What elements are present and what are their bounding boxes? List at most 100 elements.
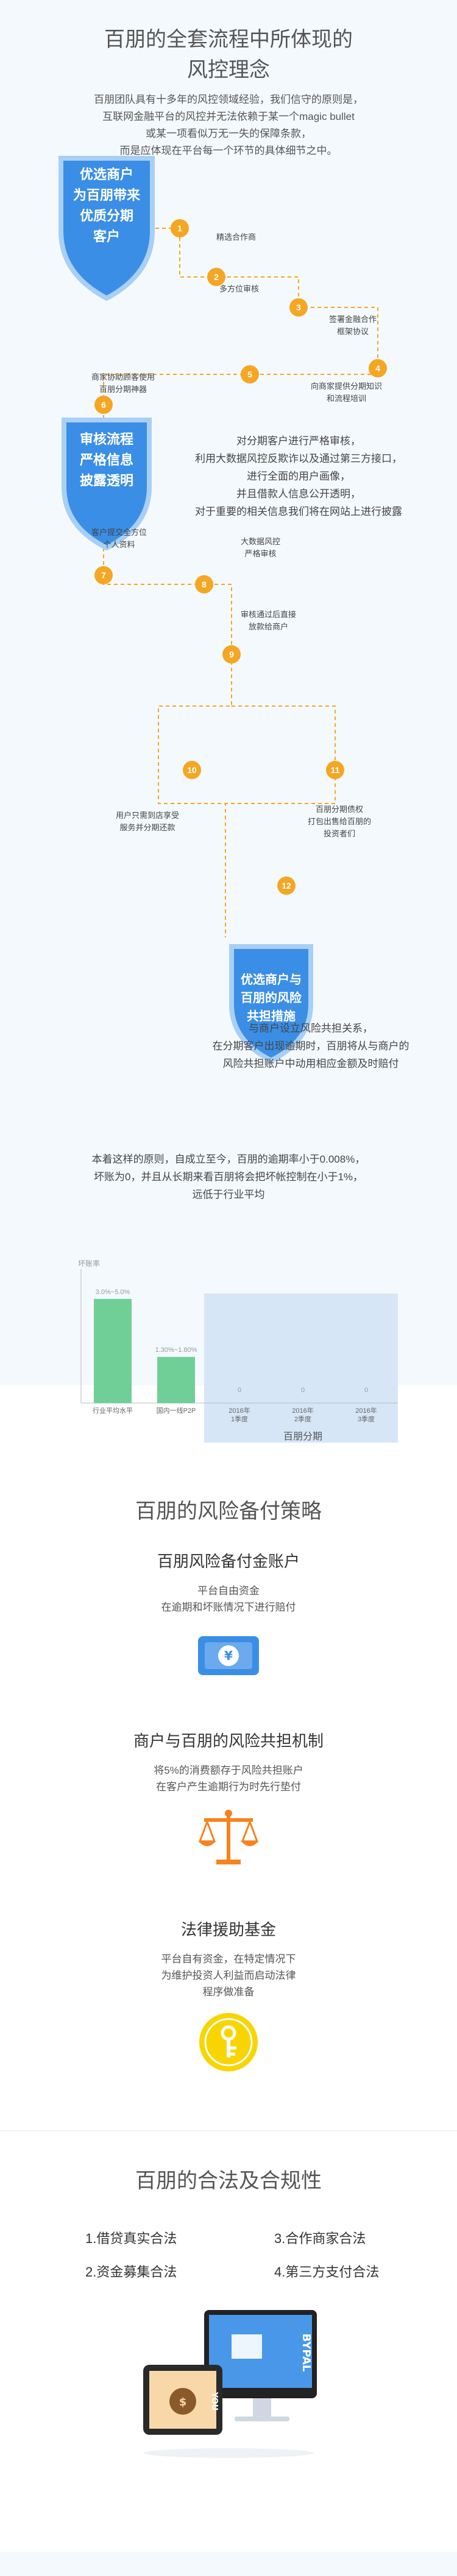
title-line-1: 百朋的全套流程中所体现的 xyxy=(104,28,353,51)
step-label: 商家协助顾客使用 百朋分期神器 xyxy=(91,371,155,396)
step-label-line: 框架协议 xyxy=(337,327,369,336)
shield-line: 披露透明 xyxy=(79,473,133,488)
tick-label: 行业平均水平 xyxy=(93,1407,133,1415)
desc-line: 坏账为0，并且从长期来看百朋将会把坏帐控制在小于1%， xyxy=(93,1171,364,1183)
step-label-line: 打包出售给百朋的 xyxy=(308,817,372,826)
step-label-line: 签署金融合作 xyxy=(329,315,377,324)
compliance-item: 2.资金募集合法 xyxy=(85,2264,177,2280)
shield-line: 优选商户 xyxy=(79,167,133,182)
step-label: 签署金融合作 框架协议 xyxy=(329,313,377,338)
step-label-line: 投资者们 xyxy=(324,829,356,838)
tick-label: 2016年 xyxy=(355,1406,377,1415)
step-label-line: 多方位审核 xyxy=(219,284,260,293)
desc-line: 在分期客户出现逾期时，百朋将从与商户的 xyxy=(212,1040,409,1052)
step-label: 审核通过后直接 放款给商户 xyxy=(241,609,296,633)
step-number: 9 xyxy=(222,645,241,663)
reserve-account-desc: 平台自由资金 在逾期和坏账情况下进行赔付 xyxy=(0,1583,457,1615)
desc-line: 利用大数据风控反欺诈以及通过第三方接口， xyxy=(195,453,402,464)
step-label-line: 审核通过后直接 xyxy=(241,610,297,619)
value-label: 0 xyxy=(301,1387,305,1394)
step-label-line: 个人资料 xyxy=(103,540,135,549)
step-label-line: 大数据风控 xyxy=(241,537,281,546)
step-label-line: 客户提交全方位 xyxy=(91,528,147,537)
step-label: 大数据风控 严格审核 xyxy=(241,536,280,560)
risk-share-title: 商户与百朋的风险共担机制 xyxy=(133,1732,324,1750)
step-label-line: 百朋分期神器 xyxy=(99,385,147,394)
desc-line: 在客户产生逾期行为时先行垫付 xyxy=(156,1781,301,1793)
tick-label: 2016年 xyxy=(292,1406,313,1415)
risk-flow-section: 百朋的全套流程中所体现的 风控理念 百朋团队具有十多年的风控领域经验，我们信守的… xyxy=(0,0,457,1443)
step-label: 百朋分期债权 打包出售给百朋的 投资者们 xyxy=(308,803,371,840)
desc-line: 平台自有资金，在特定情况下 xyxy=(161,1953,296,1965)
step-label-line: 用户只需到店享受 xyxy=(116,811,180,820)
step-label: 向商家提供分期知识 和流程培训 xyxy=(311,380,382,405)
legal-fund-title: 法律援助基金 xyxy=(180,1920,276,1939)
shield-line: 百朋的风险 xyxy=(241,992,302,1005)
reserve-account-title: 百朋风险备付金账户 xyxy=(157,1552,300,1570)
shield-line: 审核流程 xyxy=(79,432,133,447)
step-number: 8 xyxy=(195,575,213,593)
monitor-brand-text: BYPAL xyxy=(300,2334,313,2372)
value-label: 3.0%~5.0% xyxy=(96,1289,130,1296)
step-number: 4 xyxy=(369,359,387,377)
desc-line: 对分期客户进行严格审核， xyxy=(236,435,361,447)
step-label-line: 服务并分期还款 xyxy=(119,823,175,832)
svg-text:¥: ¥ xyxy=(224,1648,233,1663)
intro-line: 或某一项看似万无一失的保障条款， xyxy=(146,128,311,139)
compliance-item: 4.第三方支付合法 xyxy=(274,2264,380,2280)
step-label-line: 精选合作商 xyxy=(216,233,257,242)
footer-strip xyxy=(0,2552,457,2576)
intro-line: 互联网金融平台的风控并无法依赖于某一个magic bullet xyxy=(102,111,355,122)
step-label: 客户提交全方位 个人资料 xyxy=(91,527,147,551)
compliance-item: 1.借贷真实合法 xyxy=(85,2231,177,2246)
tick-label: 2016年 xyxy=(228,1406,250,1415)
step-number: 3 xyxy=(289,298,308,317)
shield-3-shape xyxy=(229,944,313,1063)
intro-line: 百朋团队具有十多年的风控领域经验，我们信守的原则是， xyxy=(94,94,363,105)
compliance-item: 3.合作商家合法 xyxy=(274,2231,366,2246)
step-number: 2 xyxy=(207,268,225,286)
desc-line: 将5%的消费额存于风险共担账户 xyxy=(154,1765,303,1776)
step-label-line: 放款给商户 xyxy=(249,622,289,631)
shield-line: 共担措施 xyxy=(247,1010,296,1023)
scale-icon xyxy=(195,1805,262,1872)
desc-line: 为维护投资人利益而启动法律 xyxy=(161,1970,296,1981)
intro-line: 而是应体现在平台每一个环节的具体细节之中。 xyxy=(119,145,338,156)
tick-label: 2季度 xyxy=(294,1415,311,1423)
key-icon xyxy=(195,2009,262,2076)
value-label: 1.30%~1.80% xyxy=(155,1346,197,1354)
compliance-title: 百朋的合法及合规性 xyxy=(135,2169,322,2193)
step-label-line: 向商家提供分期知识 xyxy=(311,382,383,391)
shield-2-shape xyxy=(62,418,152,551)
money-icon: ¥ xyxy=(195,1631,262,1680)
bar xyxy=(94,1298,132,1403)
step-number: 10 xyxy=(183,761,201,779)
value-label: 0 xyxy=(238,1387,241,1394)
risk-share-desc: 将5%的消费额存于风险共担账户 在客户产生逾期行为时先行垫付 xyxy=(0,1762,457,1795)
title-line-2: 风控理念 xyxy=(187,58,270,82)
risk-section-title: 百朋的风险备付策略 xyxy=(135,1500,322,1523)
audit-description: 对分期客户进行严格审核， 利用大数据风控反欺诈以及通过第三方接口， 进行全面的用… xyxy=(158,432,439,520)
step-label: 精选合作商 xyxy=(216,231,256,243)
desc-line: 与商户设立风险共担关系， xyxy=(249,1023,373,1034)
desc-line: 远低于行业平均 xyxy=(192,1189,265,1200)
step-number: 5 xyxy=(241,365,259,383)
desc-line: 本着这样的原则，自成立至今，百朋的逾期率小于0.008%， xyxy=(91,1153,366,1165)
desc-line: 程序做准备 xyxy=(202,1986,255,1998)
tick-label: 3季度 xyxy=(358,1415,375,1423)
shield-line: 优质分期 xyxy=(79,208,133,223)
step-label: 用户只需到店享受 服务并分期还款 xyxy=(116,810,179,834)
tick-label: 国内一线P2P xyxy=(157,1406,196,1415)
step-number: 1 xyxy=(171,219,189,237)
step-label-line: 商家协助顾客使用 xyxy=(91,373,155,382)
shield-1-shape xyxy=(58,156,155,301)
monitor-tablet-illustration: BYPAL $ YOU xyxy=(143,2310,317,2458)
step-label-line: 和流程培训 xyxy=(327,394,367,403)
section-divider xyxy=(0,2130,457,2131)
step-number: 7 xyxy=(94,566,113,584)
svg-text:$: $ xyxy=(179,2396,187,2409)
y-axis-label: 坏账率 xyxy=(78,1259,100,1268)
legal-fund-desc: 平台自有资金，在特定情况下 为维护投资人利益而启动法律 程序做准备 xyxy=(0,1951,457,2000)
device-illustration: BYPAL $ YOU xyxy=(137,2307,320,2465)
